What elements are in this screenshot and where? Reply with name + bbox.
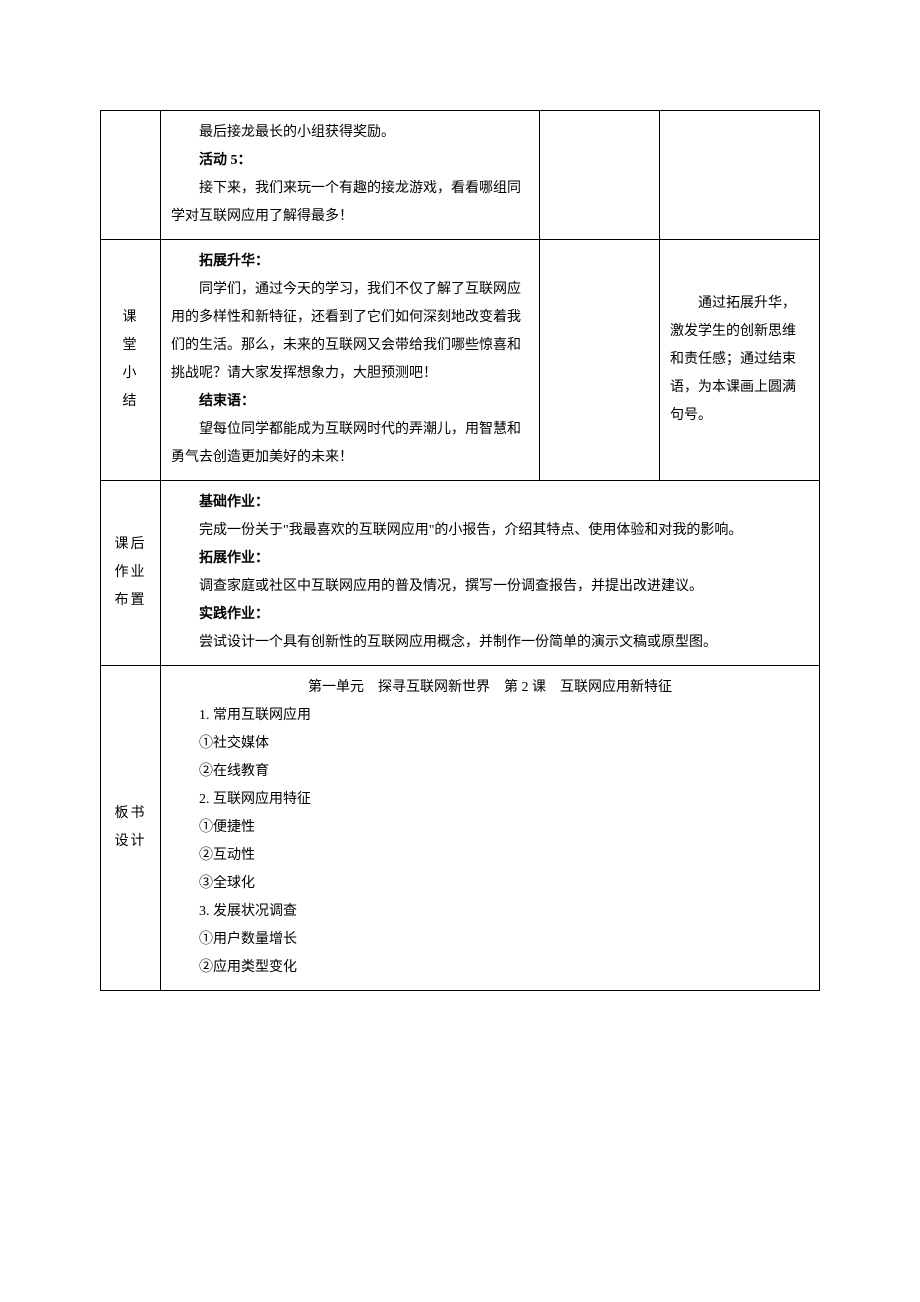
board-item: ①便捷性 (171, 814, 809, 842)
row1-mid-cell (540, 111, 660, 240)
table-row: 最后接龙最长的小组获得奖励。 活动 5： 接下来，我们来玩一个有趣的接龙游戏，看… (101, 111, 820, 240)
practice-hw-heading: 实践作业： (171, 601, 809, 629)
table-row: 板书 设计 第一单元 探寻互联网新世界 第 2 课 互联网应用新特征 1. 常用… (101, 666, 820, 991)
board-header: 第一单元 探寻互联网新世界 第 2 课 互联网应用新特征 (171, 674, 809, 702)
board-item: ②应用类型变化 (171, 954, 809, 982)
row1-content-cell: 最后接龙最长的小组获得奖励。 活动 5： 接下来，我们来玩一个有趣的接龙游戏，看… (161, 111, 540, 240)
extend-hw-heading: 拓展作业： (171, 545, 809, 573)
homework-label: 课后 作业 布置 (111, 531, 150, 615)
board-item: ②在线教育 (171, 758, 809, 786)
row2-mid-cell (540, 240, 660, 481)
row2-right-text: 通过拓展升华，激发学生的创新思维和责任感；通过结束语，为本课画上圆满句号。 (670, 290, 809, 430)
board-item: 2. 互联网应用特征 (171, 786, 809, 814)
board-item: ①用户数量增长 (171, 926, 809, 954)
row3-p1: 完成一份关于"我最喜欢的互联网应用"的小报告，介绍其特点、使用体验和对我的影响。 (171, 517, 809, 545)
row1-p1: 最后接龙最长的小组获得奖励。 (171, 119, 529, 147)
row3-p2: 调查家庭或社区中互联网应用的普及情况，撰写一份调查报告，并提出改进建议。 (171, 573, 809, 601)
basic-hw-heading: 基础作业： (171, 489, 809, 517)
row2-right-cell: 通过拓展升华，激发学生的创新思维和责任感；通过结束语，为本课画上圆满句号。 (660, 240, 820, 481)
row1-label-cell (101, 111, 161, 240)
row2-p2: 望每位同学都能成为互联网时代的弄潮儿，用智慧和勇气去创造更加美好的未来！ (171, 416, 529, 472)
closing-heading: 结束语： (171, 388, 529, 416)
activity-heading: 活动 5： (171, 147, 529, 175)
board-item: 3. 发展状况调查 (171, 898, 809, 926)
board-design-label: 板书 设计 (111, 800, 150, 856)
row3-content-cell: 基础作业： 完成一份关于"我最喜欢的互联网应用"的小报告，介绍其特点、使用体验和… (161, 481, 820, 666)
class-summary-label: 课 堂 小 结 (111, 304, 150, 416)
board-item: ③全球化 (171, 870, 809, 898)
row2-content-cell: 拓展升华： 同学们，通过今天的学习，我们不仅了解了互联网应用的多样性和新特征，还… (161, 240, 540, 481)
row1-p2: 接下来，我们来玩一个有趣的接龙游戏，看看哪组同学对互联网应用了解得最多！ (171, 175, 529, 231)
row1-right-cell (660, 111, 820, 240)
board-item: ①社交媒体 (171, 730, 809, 758)
row3-p3: 尝试设计一个具有创新性的互联网应用概念，并制作一份简单的演示文稿或原型图。 (171, 629, 809, 657)
row4-content-cell: 第一单元 探寻互联网新世界 第 2 课 互联网应用新特征 1. 常用互联网应用 … (161, 666, 820, 991)
board-item: ②互动性 (171, 842, 809, 870)
lesson-plan-table: 最后接龙最长的小组获得奖励。 活动 5： 接下来，我们来玩一个有趣的接龙游戏，看… (100, 110, 820, 991)
row2-label-cell: 课 堂 小 结 (101, 240, 161, 481)
table-row: 课后 作业 布置 基础作业： 完成一份关于"我最喜欢的互联网应用"的小报告，介绍… (101, 481, 820, 666)
expand-heading: 拓展升华： (171, 248, 529, 276)
row3-label-cell: 课后 作业 布置 (101, 481, 161, 666)
row2-p1: 同学们，通过今天的学习，我们不仅了解了互联网应用的多样性和新特征，还看到了它们如… (171, 276, 529, 388)
board-item: 1. 常用互联网应用 (171, 702, 809, 730)
row4-label-cell: 板书 设计 (101, 666, 161, 991)
table-row: 课 堂 小 结 拓展升华： 同学们，通过今天的学习，我们不仅了解了互联网应用的多… (101, 240, 820, 481)
